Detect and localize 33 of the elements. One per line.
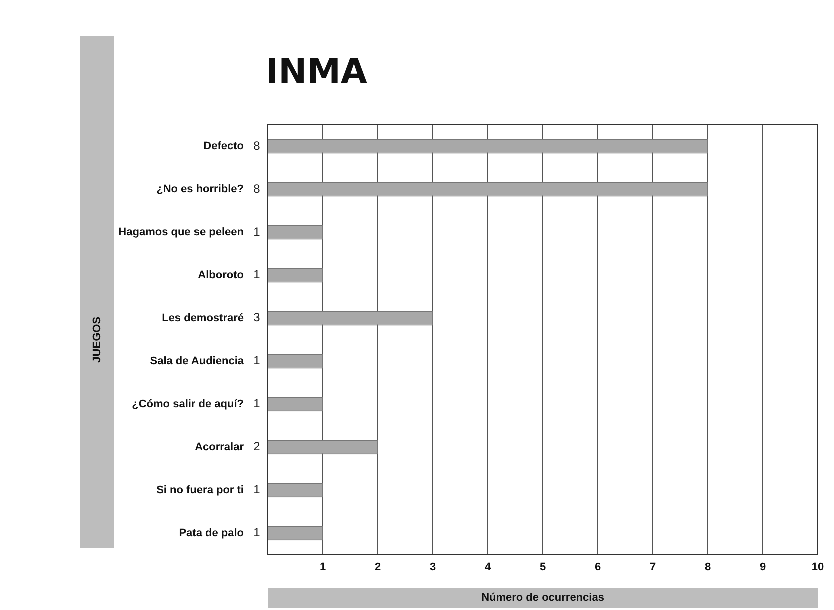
data-label: 1 bbox=[254, 482, 261, 497]
x-tick-label: 3 bbox=[430, 561, 436, 574]
y-tick-label: Hagamos que se peleen bbox=[118, 226, 244, 238]
y-tick-label: ¿Cómo salir de aquí? bbox=[132, 398, 244, 410]
x-tick-label: 7 bbox=[650, 561, 656, 574]
data-label: 8 bbox=[254, 182, 261, 196]
data-label: 1 bbox=[254, 396, 261, 411]
data-label: 1 bbox=[254, 354, 261, 368]
y-tick-label: Les demostraré bbox=[162, 312, 244, 324]
x-tick-label: 9 bbox=[760, 561, 766, 574]
x-tick-label: 10 bbox=[812, 561, 824, 574]
data-label: 1 bbox=[254, 224, 261, 239]
data-label: 1 bbox=[254, 268, 261, 282]
data-label: 2 bbox=[254, 440, 261, 454]
data-label: 8 bbox=[254, 138, 261, 153]
y-tick-label: Acorralar bbox=[195, 441, 245, 454]
x-axis-title: Número de ocurrencias bbox=[268, 588, 818, 608]
data-label: 1 bbox=[254, 526, 261, 540]
y-tick-label: ¿No es horrible? bbox=[156, 184, 244, 196]
x-tick-label: 4 bbox=[484, 561, 492, 574]
x-tick-label: 8 bbox=[704, 561, 712, 574]
x-tick-label: 2 bbox=[374, 561, 382, 574]
data-label: 3 bbox=[254, 310, 261, 325]
y-tick-label: Defecto bbox=[204, 140, 244, 153]
chart-title: INMA bbox=[266, 52, 368, 92]
y-tick-label: Sala de Audiencia bbox=[150, 355, 245, 368]
x-tick-label: 6 bbox=[594, 561, 602, 574]
x-tick-label: 5 bbox=[540, 561, 546, 574]
y-tick-label: Si no fuera por ti bbox=[156, 484, 244, 496]
y-tick-label: Alboroto bbox=[198, 269, 244, 282]
y-axis-title: JUEGOS bbox=[92, 316, 104, 363]
x-tick-label: 1 bbox=[320, 561, 326, 574]
y-tick-label: Pata de palo bbox=[179, 527, 244, 540]
